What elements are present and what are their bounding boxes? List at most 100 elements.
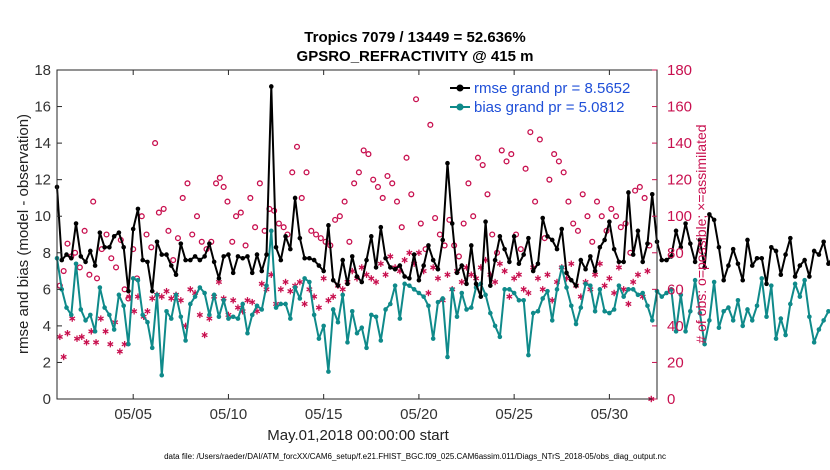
rmse-point	[426, 243, 431, 248]
bias-point	[749, 318, 755, 323]
bias-point	[573, 321, 579, 327]
rmse-point	[116, 230, 122, 235]
bias-point	[211, 292, 217, 298]
possible-point	[498, 147, 505, 154]
rmse-point	[464, 281, 469, 287]
y-axis-label: rmse and bias (model - observation)	[15, 114, 32, 354]
legend: rmse grand pr = 8.5652 bias grand pr = 5…	[450, 80, 630, 116]
rmse-point	[292, 195, 298, 201]
y2-tick-label: 180	[667, 62, 692, 79]
bias-point	[697, 310, 703, 316]
possible-point	[389, 180, 396, 187]
assimilated-point	[177, 297, 184, 304]
rmse-point	[602, 237, 607, 243]
rmse-point	[435, 266, 441, 272]
bias-point	[316, 336, 322, 341]
bias-point	[421, 294, 426, 299]
assimilated-point	[544, 271, 551, 278]
rmse-point	[364, 257, 369, 263]
rmse-point	[345, 281, 350, 287]
bias-point	[407, 283, 412, 288]
rmse-point	[692, 259, 698, 265]
possible-point	[216, 174, 223, 181]
rmse-point	[340, 257, 346, 263]
possible-point	[360, 147, 367, 154]
possible-point	[152, 140, 159, 147]
possible-point	[393, 198, 401, 205]
rmse-point	[78, 254, 84, 259]
rmse-point	[140, 257, 146, 263]
rmse-point	[159, 252, 165, 257]
rmse-point	[526, 235, 531, 241]
rmse-point	[188, 257, 193, 263]
rmse-point	[249, 270, 255, 276]
bias-point	[616, 283, 622, 288]
assimilated-point	[330, 293, 337, 300]
rmse-point	[773, 248, 779, 254]
rmse-point	[797, 263, 803, 268]
chart-title: Tropics 7079 / 13449 = 52.636%	[304, 29, 525, 46]
bias-point	[221, 298, 226, 303]
bias-point	[183, 338, 188, 343]
rmse-point	[745, 237, 750, 243]
bias-point	[811, 340, 817, 345]
rmse-point	[102, 244, 107, 250]
rmse-point	[235, 254, 241, 259]
rmse-point	[449, 221, 455, 226]
assimilated-point	[568, 260, 575, 267]
possible-point	[90, 198, 97, 205]
rmse-point	[164, 252, 169, 257]
y-tick-label: 8	[43, 245, 51, 262]
bias-point	[540, 296, 546, 301]
rmse-point	[245, 254, 250, 259]
assimilated-point	[444, 271, 451, 278]
bias-point	[735, 298, 741, 303]
assimilated-point	[382, 271, 389, 278]
bias-point	[135, 277, 141, 283]
bias-point	[311, 312, 317, 318]
bias-point	[349, 308, 355, 314]
possible-point	[636, 183, 643, 191]
possible-point	[365, 151, 372, 158]
possible-point	[189, 231, 196, 238]
bias-point	[283, 301, 288, 307]
bias-point	[645, 303, 650, 309]
rmse-point	[740, 277, 746, 283]
rmse-point	[273, 244, 279, 250]
possible-point	[224, 198, 231, 205]
rmse-point	[168, 263, 174, 268]
assimilated-point	[92, 339, 100, 346]
bias-point	[435, 299, 441, 305]
rmse-point	[454, 270, 460, 276]
rmse-point	[407, 276, 412, 281]
assimilated-point	[496, 260, 503, 267]
rmse-point	[88, 248, 93, 254]
possible-point	[289, 169, 296, 176]
assimilated-point	[287, 287, 294, 295]
possible-point	[584, 213, 591, 220]
bias-point	[368, 312, 374, 318]
assimilated-point	[596, 260, 603, 267]
bias-point	[678, 292, 684, 298]
assimilated-point	[601, 282, 608, 289]
y-tick-label: 6	[43, 281, 51, 298]
rmse-point	[535, 261, 541, 267]
bias-point	[454, 314, 460, 320]
rmse-point	[254, 252, 260, 257]
possible-point	[427, 121, 434, 128]
possible-point	[374, 183, 382, 191]
rmse-point	[783, 252, 788, 257]
rmse-point	[321, 268, 326, 274]
possible-point	[417, 220, 424, 227]
assimilated-point	[401, 256, 408, 264]
bias-point	[545, 288, 550, 294]
possible-point	[179, 194, 186, 201]
assimilated-point	[501, 267, 508, 275]
x-tick-label: 05/10	[210, 406, 248, 423]
rmse-line	[56, 85, 830, 298]
series-bias	[54, 228, 830, 378]
rmse-point	[302, 255, 307, 261]
bias-point	[773, 336, 779, 341]
rmse-point	[554, 246, 560, 252]
possible-point	[579, 191, 586, 198]
